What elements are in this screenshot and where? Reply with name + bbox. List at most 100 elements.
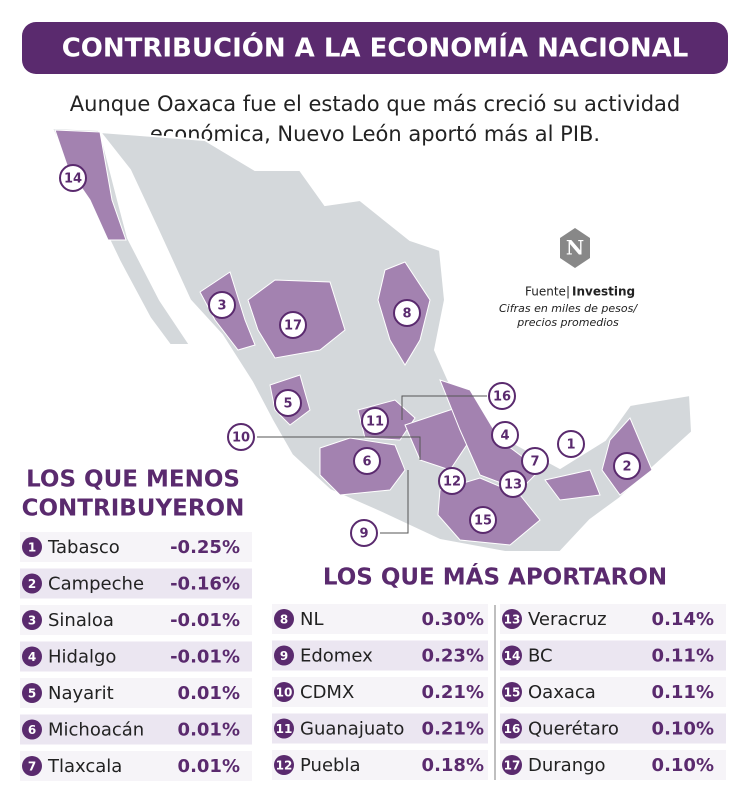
- state-name: Hidalgo: [48, 647, 116, 668]
- map-marker-label: 7: [530, 455, 539, 470]
- row-bg: [500, 750, 726, 780]
- map-marker: [499, 470, 527, 498]
- row-bg: [20, 714, 252, 745]
- section-title: CONTRIBUYERON: [22, 496, 245, 522]
- row-bg: [500, 713, 726, 744]
- state-value: -0.16%: [170, 574, 240, 595]
- state-name: Nayarit: [48, 683, 114, 704]
- state-value: -0.01%: [170, 610, 240, 631]
- rank-badge: [274, 755, 294, 775]
- map-marker: [274, 389, 302, 417]
- state-name: Edomex: [300, 646, 373, 667]
- row-bg: [20, 678, 252, 708]
- rank: 9: [280, 649, 288, 663]
- state-value: 0.30%: [422, 609, 484, 630]
- state-tabasco: [544, 469, 601, 501]
- state-value: 0.21%: [422, 719, 484, 740]
- row-bg: [272, 677, 488, 707]
- map-marker: [491, 421, 519, 449]
- row-bg: [20, 605, 252, 635]
- source-note: precios promedios: [516, 316, 619, 329]
- map-marker: [438, 467, 466, 495]
- state-value: 0.23%: [422, 646, 484, 667]
- rank-badge: [274, 718, 294, 739]
- rank: 7: [28, 760, 36, 774]
- rank-badge: [274, 609, 294, 629]
- rank-badge: [22, 683, 42, 703]
- state-name: Guanajuato: [300, 719, 404, 740]
- state-name: Michoacán: [48, 720, 144, 741]
- state-value: 0.11%: [652, 646, 714, 667]
- rank: 15: [504, 686, 521, 700]
- row-bg: [500, 677, 726, 707]
- map-marker-label: 10: [232, 431, 250, 446]
- state-name: Querétaro: [528, 719, 619, 740]
- source: N Fuente| Investing Cifras en miles de p…: [499, 228, 638, 329]
- state-value: -0.01%: [170, 647, 240, 668]
- map-marker-label: 1: [566, 438, 575, 453]
- state-value: 0.14%: [652, 609, 714, 630]
- map-marker-label: 6: [362, 455, 371, 470]
- subtitle: Aunque Oaxaca fue el estado que más crec…: [70, 92, 680, 116]
- row-bg: [500, 640, 726, 671]
- rank-badge: [502, 755, 522, 775]
- rank: 3: [28, 614, 36, 628]
- subtitle: económica, Nuevo León aportó más al PIB.: [150, 122, 600, 146]
- map-marker: [227, 423, 255, 451]
- state-veracruz: [439, 379, 541, 491]
- map-marker-label: 16: [493, 390, 511, 405]
- state-name: Campeche: [48, 574, 144, 595]
- rank: 14: [504, 649, 521, 663]
- row-bg: [20, 568, 252, 599]
- row-bg: [500, 604, 726, 634]
- row-bg: [272, 713, 488, 744]
- source-label: Fuente|: [525, 285, 570, 299]
- map-marker: [350, 519, 378, 547]
- state-name: NL: [300, 609, 324, 630]
- rank: 16: [504, 722, 521, 736]
- map-marker-label: 12: [443, 475, 461, 490]
- map-marker: [279, 311, 307, 339]
- rank-badge: [274, 645, 294, 666]
- map-marker: [469, 506, 497, 534]
- map-marker-label: 4: [500, 429, 509, 444]
- state-name: BC: [528, 646, 553, 667]
- source-note: Cifras en miles de pesos/: [499, 302, 638, 315]
- map-marker-label: 15: [474, 514, 492, 529]
- map-marker-label: 5: [283, 397, 292, 412]
- state-value: 0.10%: [652, 719, 714, 740]
- rank-badge: [22, 573, 42, 594]
- state-value: 0.10%: [652, 755, 714, 776]
- title: CONTRIBUCIÓN A LA ECONOMÍA NACIONAL: [62, 32, 689, 64]
- leader-line: [401, 395, 487, 420]
- state-name: Durango: [528, 755, 606, 776]
- source-name: Investing: [572, 285, 635, 299]
- rank-badge: [274, 682, 294, 702]
- row-bg: [20, 751, 252, 781]
- map-marker: [59, 164, 87, 192]
- rank-badge: [22, 537, 42, 557]
- rank: 6: [28, 723, 36, 737]
- section-title: LOS QUE MENOS: [26, 467, 240, 493]
- map-marker: [393, 299, 421, 327]
- rank-badge: [22, 610, 42, 630]
- rank-badge: [22, 756, 42, 776]
- rank: 11: [276, 722, 293, 736]
- rank: 10: [276, 686, 293, 700]
- logo: N: [566, 236, 584, 260]
- rank: 2: [28, 577, 36, 591]
- row-bg: [20, 532, 252, 562]
- rank-badge: [22, 719, 42, 740]
- state-name: Tabasco: [47, 537, 120, 558]
- state-value: 0.01%: [178, 756, 240, 777]
- map-marker-label: 8: [402, 307, 411, 322]
- map-marker-label: 13: [504, 478, 522, 493]
- section-title: LOS QUE MÁS APORTARON: [323, 563, 667, 591]
- rank-badge: [502, 609, 522, 629]
- rank-badge: [502, 645, 522, 666]
- state-value: -0.25%: [170, 537, 240, 558]
- rank: 1: [28, 541, 36, 555]
- state-name: CDMX: [300, 682, 354, 703]
